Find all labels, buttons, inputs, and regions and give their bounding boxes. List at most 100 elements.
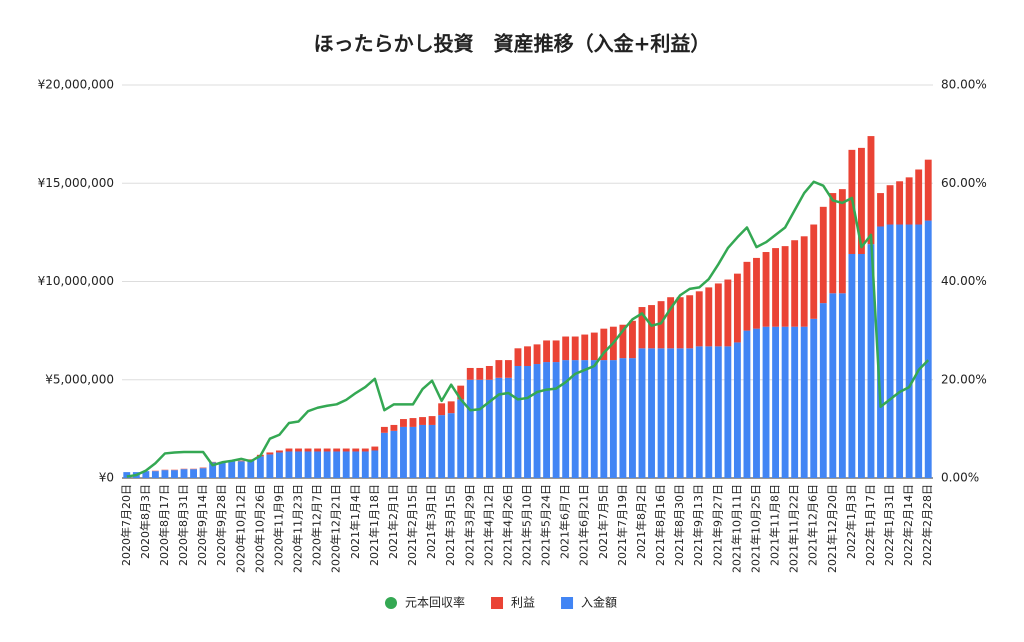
bar	[466, 367, 474, 380]
x-tick-label: 2021年9月27日	[710, 484, 724, 566]
bar	[247, 460, 255, 478]
bar	[409, 426, 417, 478]
bar	[151, 471, 159, 478]
bar	[504, 360, 512, 378]
bar	[581, 360, 589, 478]
bar	[438, 403, 446, 416]
bar	[447, 413, 455, 478]
x-tick-label: 2022年1月31日	[882, 484, 896, 566]
x-tick-label: 2020年11月9日	[271, 484, 285, 566]
bar	[733, 342, 741, 478]
bar	[256, 456, 264, 478]
bar	[714, 346, 722, 478]
chart-title: ほったらかし投資 資産推移（入金+利益）	[314, 32, 711, 56]
x-tick-label: 2021年12月20日	[825, 484, 839, 573]
x-tick-label: 2020年8月17日	[157, 484, 171, 566]
bar	[457, 399, 465, 478]
bar	[924, 220, 932, 478]
bar	[361, 451, 369, 478]
bar	[266, 452, 274, 455]
bar	[400, 419, 407, 427]
bar	[390, 430, 398, 478]
legend-label: 入金額	[581, 595, 617, 610]
bar	[590, 332, 598, 361]
x-tick-label: 2021年5月10日	[520, 484, 534, 566]
x-tick-label: 2022年1月17日	[863, 484, 877, 566]
bar	[295, 448, 302, 452]
x-tick-label: 2021年2月15日	[405, 484, 419, 566]
bar	[705, 287, 713, 347]
bar	[380, 426, 388, 433]
y2-tick-label: 40.00%	[941, 274, 987, 288]
bar	[867, 244, 875, 478]
bar	[667, 297, 675, 349]
bar	[495, 377, 503, 478]
bar	[590, 360, 598, 478]
bar	[390, 424, 398, 431]
bar	[753, 257, 760, 329]
x-tick-label: 2021年3月15日	[443, 484, 457, 566]
x-tick-label: 2022年1月3日	[844, 484, 858, 559]
bar	[457, 385, 465, 400]
bar	[772, 248, 780, 327]
x-tick-label: 2021年1月4日	[348, 484, 362, 559]
bar	[733, 273, 741, 343]
y-tick-label: ¥5,000,000	[45, 372, 114, 386]
bar	[695, 346, 703, 478]
bar	[562, 336, 570, 361]
bar	[781, 246, 789, 327]
bar	[743, 261, 751, 331]
bar	[829, 193, 837, 294]
x-tick-label: 2021年9月13日	[691, 484, 705, 566]
bar	[266, 454, 274, 478]
bar	[237, 461, 245, 478]
bar	[886, 185, 894, 225]
bar	[171, 470, 178, 478]
bar	[686, 348, 694, 478]
bar	[686, 295, 694, 349]
legend-swatch	[491, 597, 504, 609]
bar	[896, 181, 904, 225]
bar	[524, 346, 531, 366]
bar	[485, 379, 493, 478]
bar	[304, 448, 312, 452]
x-tick-label: 2021年6月21日	[577, 484, 591, 566]
bar	[924, 159, 932, 221]
legend-swatch	[561, 597, 574, 609]
bar	[724, 279, 732, 347]
bar	[504, 377, 512, 478]
bar	[791, 240, 799, 327]
bar	[476, 379, 484, 478]
y2-tick-label: 60.00%	[941, 176, 987, 190]
bar	[905, 224, 913, 478]
bar	[657, 348, 665, 478]
bar	[791, 326, 799, 478]
x-tick-label: 2021年3月1日	[424, 484, 438, 559]
bar	[228, 461, 236, 478]
y-tick-label: ¥10,000,000	[38, 274, 114, 288]
bar	[285, 451, 293, 478]
bar	[877, 193, 884, 227]
x-tick-label: 2021年3月29日	[462, 484, 476, 566]
bar	[199, 467, 207, 469]
bar	[476, 367, 484, 380]
x-tick-label: 2021年4月12日	[481, 484, 495, 566]
bar	[705, 346, 713, 478]
bar	[858, 253, 865, 478]
bar	[810, 224, 818, 319]
bar	[858, 147, 865, 254]
bar	[247, 459, 255, 461]
bar	[877, 226, 884, 478]
bar	[237, 460, 245, 462]
bar	[514, 365, 522, 478]
bar	[619, 324, 627, 359]
x-tick-label: 2021年11月8日	[768, 484, 782, 566]
bar	[209, 462, 217, 478]
x-tick-label: 2020年8月31日	[176, 484, 190, 566]
bar	[600, 360, 608, 478]
bar	[218, 462, 226, 478]
bar	[695, 291, 703, 347]
bar	[533, 344, 541, 365]
bar	[638, 348, 646, 478]
bar	[161, 470, 169, 478]
